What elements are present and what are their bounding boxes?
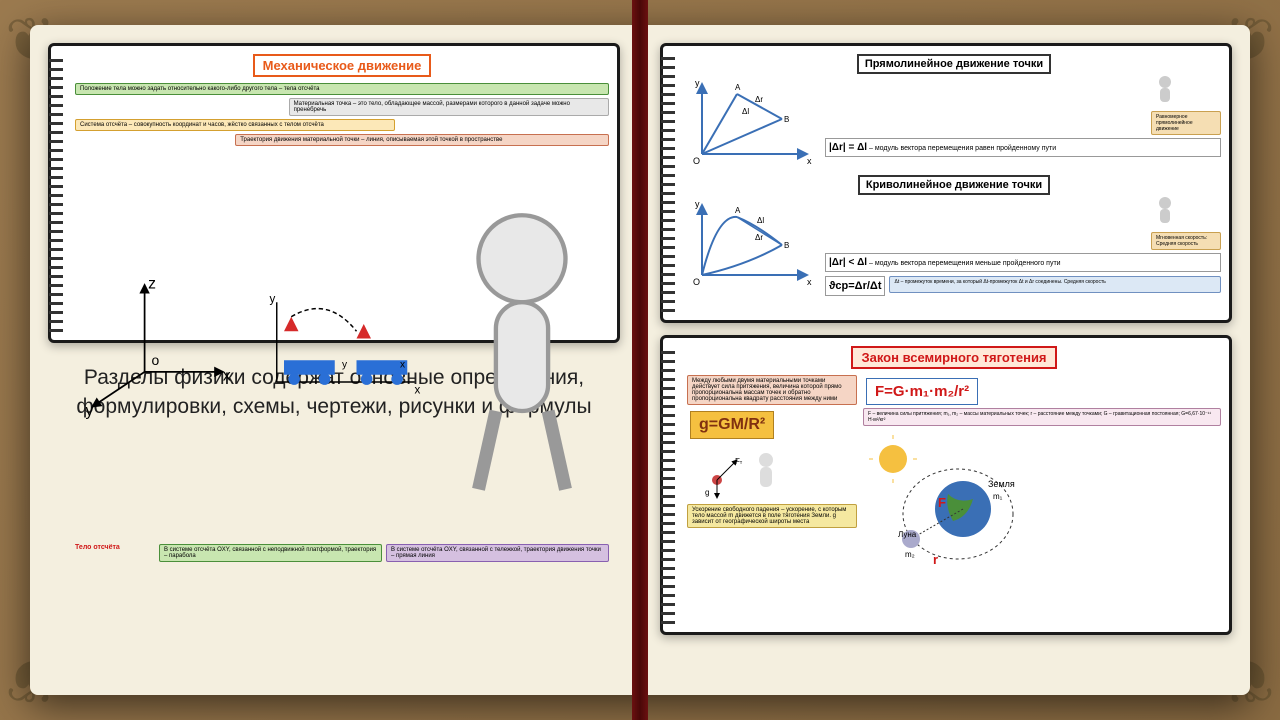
svg-text:y: y: [85, 402, 93, 419]
svg-text:z: z: [148, 275, 156, 292]
book-spine: [632, 0, 648, 720]
left-page: Механическое движение Положение тела мож…: [30, 25, 640, 695]
svg-text:y: y: [270, 292, 276, 305]
svg-text:m₂: m₂: [905, 550, 915, 559]
svg-text:A: A: [735, 206, 741, 215]
svg-text:x: x: [807, 277, 812, 287]
coordinate-system-diagram: z x y o: [75, 150, 249, 542]
linear-motion-graph: y x O A B Δr Δl: [687, 74, 817, 169]
section-title: Криволинейное движение точки: [858, 175, 1050, 195]
earth-moon-diagram: Земля Луна F r m₁ m₂: [863, 429, 1023, 579]
svg-text:Луна: Луна: [898, 530, 917, 539]
svg-text:x: x: [223, 368, 231, 385]
svg-text:F: F: [938, 495, 946, 510]
card-gravitation: Закон всемирного тяготения Между любыми …: [660, 335, 1232, 635]
axes-label: Тело отсчёта: [75, 544, 155, 565]
svg-text:O: O: [693, 156, 700, 166]
main-text: Между любыми двумя материальными точками…: [687, 375, 857, 405]
svg-text:B: B: [784, 115, 789, 124]
right-page: Прямолинейное движение точки y x O A B Δr Δl…: [640, 25, 1250, 695]
formula-F: F=G·m₁·m₂/r²: [866, 378, 978, 405]
svg-text:y: y: [695, 78, 700, 88]
badge: Равномерное прямолинейное движение: [1151, 111, 1221, 135]
svg-text:x: x: [400, 360, 405, 371]
svg-text:Δl: Δl: [757, 216, 764, 225]
person-icon: [751, 450, 781, 500]
svg-text:A: A: [735, 83, 741, 92]
bottom-note: В системе отсчёта OXY, связанной с непод…: [159, 544, 382, 562]
svg-text:y: y: [342, 360, 348, 371]
formula-g: g=GM/R²: [690, 411, 774, 439]
card-title: Закон всемирного тяготения: [851, 346, 1056, 369]
formula: ϑср=Δr/Δt: [825, 276, 885, 296]
badge: Мгновенная скорость: Средняя скорость: [1151, 232, 1221, 250]
svg-text:m₁: m₁: [993, 492, 1003, 501]
svg-text:g: g: [705, 488, 709, 497]
svg-text:o: o: [152, 352, 160, 368]
person-icon: [1151, 195, 1179, 227]
svg-text:O: O: [693, 277, 700, 287]
curved-motion-graph: y x O A B Δl Δr: [687, 195, 817, 290]
svg-text:Δr: Δr: [755, 233, 763, 242]
svg-text:x: x: [807, 156, 812, 166]
acceleration-text: Ускорение свободного падения – ускорение…: [687, 504, 857, 528]
person-icon: [435, 150, 609, 542]
svg-text:y: y: [695, 199, 700, 209]
equation-box: |Δr| < Δl – модуль вектора перемещения м…: [825, 253, 1221, 272]
svg-text:r: r: [933, 552, 938, 567]
definition-box: Положение тела можно задать относительно…: [75, 83, 609, 95]
svg-text:B: B: [784, 241, 789, 250]
note: Δt – промежуток времени, за который Δt-п…: [889, 276, 1221, 293]
cart-trajectory-diagram: y x y x: [255, 150, 429, 542]
bottom-note: В системе отсчёта OXY, связанной с тележ…: [386, 544, 609, 562]
card-mechanical-motion: Механическое движение Положение тела мож…: [48, 43, 620, 343]
svg-text:Земля: Земля: [988, 479, 1015, 489]
equation-box: |Δr| = Δl – модуль вектора перемещения р…: [825, 138, 1221, 157]
svg-text:Δr: Δr: [755, 95, 763, 104]
definition-box: Система отсчёта – совокупность координат…: [75, 119, 395, 131]
section-title: Прямолинейное движение точки: [857, 54, 1051, 74]
person-icon: [1151, 74, 1179, 106]
svg-text:Fт: Fт: [735, 457, 743, 466]
svg-text:Δl: Δl: [742, 107, 749, 116]
force-vectors-diagram: g Fт: [687, 450, 747, 500]
svg-text:x: x: [415, 384, 421, 397]
card-title: Механическое движение: [253, 54, 432, 77]
definition-box: Материальная точка – это тело, обладающе…: [289, 98, 609, 116]
definition-box: Траектория движения материальной точки –…: [235, 134, 609, 146]
card-point-motion: Прямолинейное движение точки y x O A B Δr Δl…: [660, 43, 1232, 323]
constants-note: F – величина силы притяжения; m₁, m₂ – м…: [863, 408, 1221, 426]
book-spread: Механическое движение Положение тела мож…: [30, 25, 1250, 695]
